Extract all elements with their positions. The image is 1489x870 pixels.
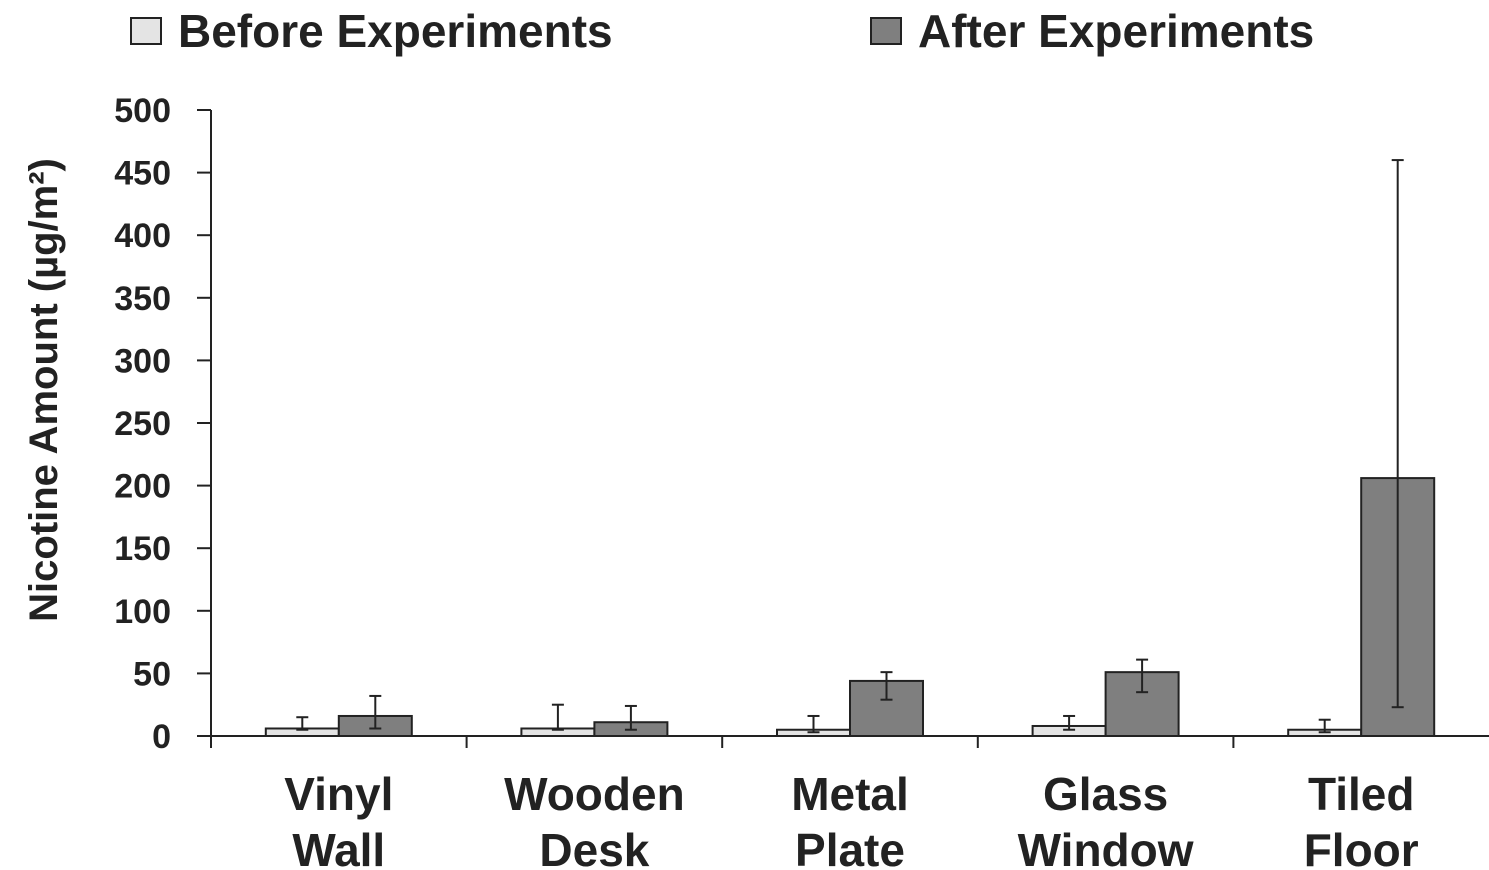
x-category-label: Glass [1043,768,1168,820]
y-tick-label: 400 [114,217,171,255]
y-tick-label: 100 [114,593,171,631]
x-category-label: Vinyl [284,768,393,820]
y-tick-label: 500 [114,92,171,130]
legend-label-before: Before Experiments [178,5,613,57]
y-tick-label: 300 [114,342,171,380]
y-tick-label: 200 [114,468,171,506]
x-category-label: Plate [795,824,905,870]
y-tick-label: 0 [152,718,171,756]
y-tick-label: 150 [114,530,171,568]
x-category-label: Metal [791,768,909,820]
axes [210,110,1489,748]
y-tick-label: 450 [114,155,171,193]
error-bars [296,159,1404,734]
x-category-label: Floor [1304,824,1419,870]
legend-swatch-before [130,17,162,45]
legend-swatch-after [870,17,902,45]
y-tick-label: 350 [114,280,171,318]
x-category-label: Wooden [504,768,685,820]
x-category-label: Window [1018,824,1194,870]
y-tick-label: 50 [133,655,171,693]
bars [264,477,1436,738]
x-category-label: Desk [539,824,649,870]
legend-label-after: After Experiments [918,5,1314,57]
x-category-label: Tiled [1308,768,1415,820]
x-category-label: Wall [292,824,385,870]
y-tick-label: 250 [114,405,171,443]
legend: Before Experiments After Experiments [130,5,1314,57]
y-axis-label: Nicotine Amount (µg/m²) [22,158,66,622]
y-axis-ticks: 0 50 100 150 200 250 300 350 400 450 500 [114,92,211,756]
